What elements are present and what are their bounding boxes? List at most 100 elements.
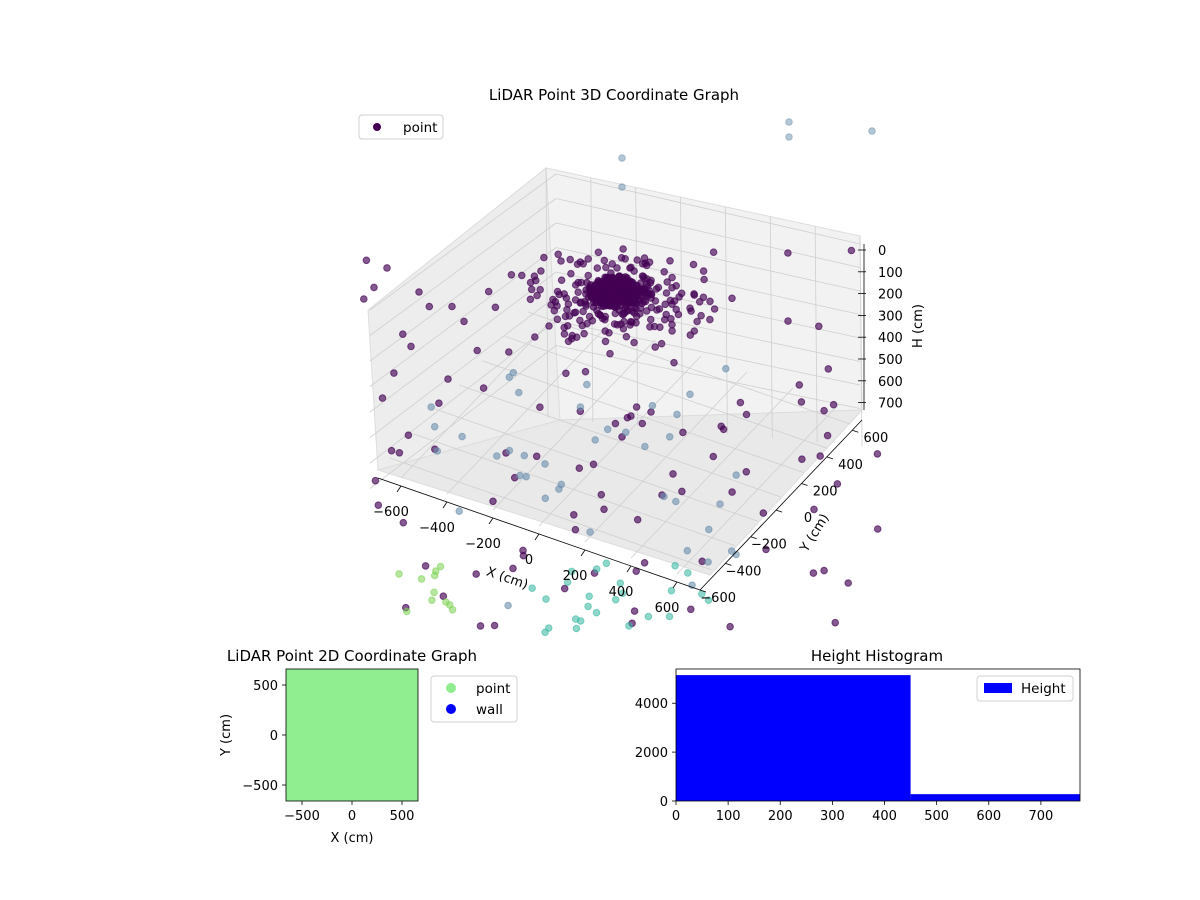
point-marker [507, 271, 516, 279]
y-tick-mark [699, 589, 707, 593]
point-marker [684, 569, 692, 577]
point-marker [360, 295, 368, 303]
x-tick-label: 300 [820, 809, 845, 824]
grid-line [505, 336, 828, 449]
point-marker [555, 485, 563, 493]
histogram-bar [676, 675, 911, 801]
plot-3d-y-label: Y (cm) [797, 511, 833, 555]
point-marker [580, 329, 588, 338]
point-marker [762, 545, 770, 554]
y-tick-mark [725, 562, 732, 566]
point-marker [689, 260, 698, 269]
x-tick-label: 500 [390, 809, 415, 824]
point-marker [425, 302, 434, 311]
point-marker [509, 564, 517, 573]
y-tick-label: 600 [863, 431, 888, 446]
point-marker [672, 497, 680, 506]
y-tick-label: 200 [813, 484, 838, 499]
point-marker [541, 628, 549, 637]
histogram-title: Height Histogram [811, 647, 943, 665]
grid-line [369, 271, 557, 413]
point-marker [616, 579, 625, 588]
point-marker [600, 256, 609, 265]
point-marker [490, 621, 499, 630]
grid-line [369, 173, 557, 311]
point-marker [816, 452, 825, 460]
point-marker [570, 309, 578, 317]
z-tick-label: 700 [878, 397, 903, 412]
histogram-legend-height: Height [1021, 681, 1066, 697]
y-tick-label: −400 [726, 564, 762, 579]
plot-2d-point-area [286, 669, 418, 801]
point-marker [473, 346, 482, 355]
y-tick-label: 500 [253, 679, 278, 694]
point-marker [823, 431, 832, 440]
point-marker [647, 303, 656, 312]
point-marker [686, 331, 695, 339]
point-marker [600, 505, 608, 514]
grid-line [555, 345, 861, 409]
y-tick-label: 0 [270, 729, 278, 744]
point-marker [660, 315, 669, 324]
grid-line [630, 387, 794, 559]
legend-wall-marker [446, 704, 456, 714]
point-marker [562, 369, 570, 378]
z-tick-label: 100 [878, 266, 903, 281]
point-marker [619, 324, 628, 333]
point-marker [633, 515, 642, 524]
point-marker [601, 315, 609, 324]
histogram-frame [675, 668, 1081, 802]
legend-height-swatch [984, 683, 1012, 693]
x-tick-label: 0 [348, 809, 356, 824]
point-marker [575, 464, 584, 473]
point-marker [427, 403, 436, 411]
point-marker [632, 403, 641, 411]
point-marker [647, 408, 655, 416]
point-marker [618, 154, 626, 162]
point-marker [666, 296, 675, 305]
y-tick-label: 4000 [635, 697, 668, 712]
point-marker [606, 349, 614, 358]
plot-3d-legend-point: point [403, 120, 437, 136]
point-marker [563, 578, 572, 587]
point-marker [824, 365, 833, 373]
point-marker [608, 260, 617, 268]
point-marker [722, 364, 730, 373]
point-marker [625, 622, 633, 630]
point-marker [632, 287, 641, 295]
point-marker [390, 369, 398, 377]
point-marker [613, 274, 621, 283]
point-marker [630, 607, 639, 615]
z-tick-label: 0 [878, 244, 886, 259]
point-marker [626, 264, 634, 272]
grid-line [769, 216, 773, 439]
point-marker [704, 596, 713, 605]
point-marker [576, 617, 585, 625]
point-marker [533, 291, 541, 300]
grid-line [584, 371, 748, 543]
histogram-legend: Height [976, 675, 1074, 702]
grid-line [555, 222, 861, 292]
point-marker [563, 322, 572, 330]
point-marker [697, 311, 705, 320]
point-marker [663, 278, 672, 286]
y-tick-label: 2000 [635, 746, 668, 761]
x-tick-label: 400 [609, 585, 634, 600]
point-marker [678, 487, 686, 496]
point-marker [596, 296, 604, 304]
point-marker [574, 278, 583, 287]
x-tick-label: 0 [672, 809, 680, 824]
point-marker [706, 297, 714, 306]
point-marker [673, 410, 681, 419]
point-marker [638, 419, 647, 428]
point-marker [660, 268, 669, 276]
point-marker [844, 579, 853, 587]
point-marker [520, 451, 529, 460]
point-marker [820, 406, 828, 415]
point-marker [370, 283, 378, 292]
y-tick-mark [801, 483, 808, 486]
point-marker [626, 321, 634, 329]
point-marker [648, 401, 657, 410]
point-marker [602, 263, 610, 272]
